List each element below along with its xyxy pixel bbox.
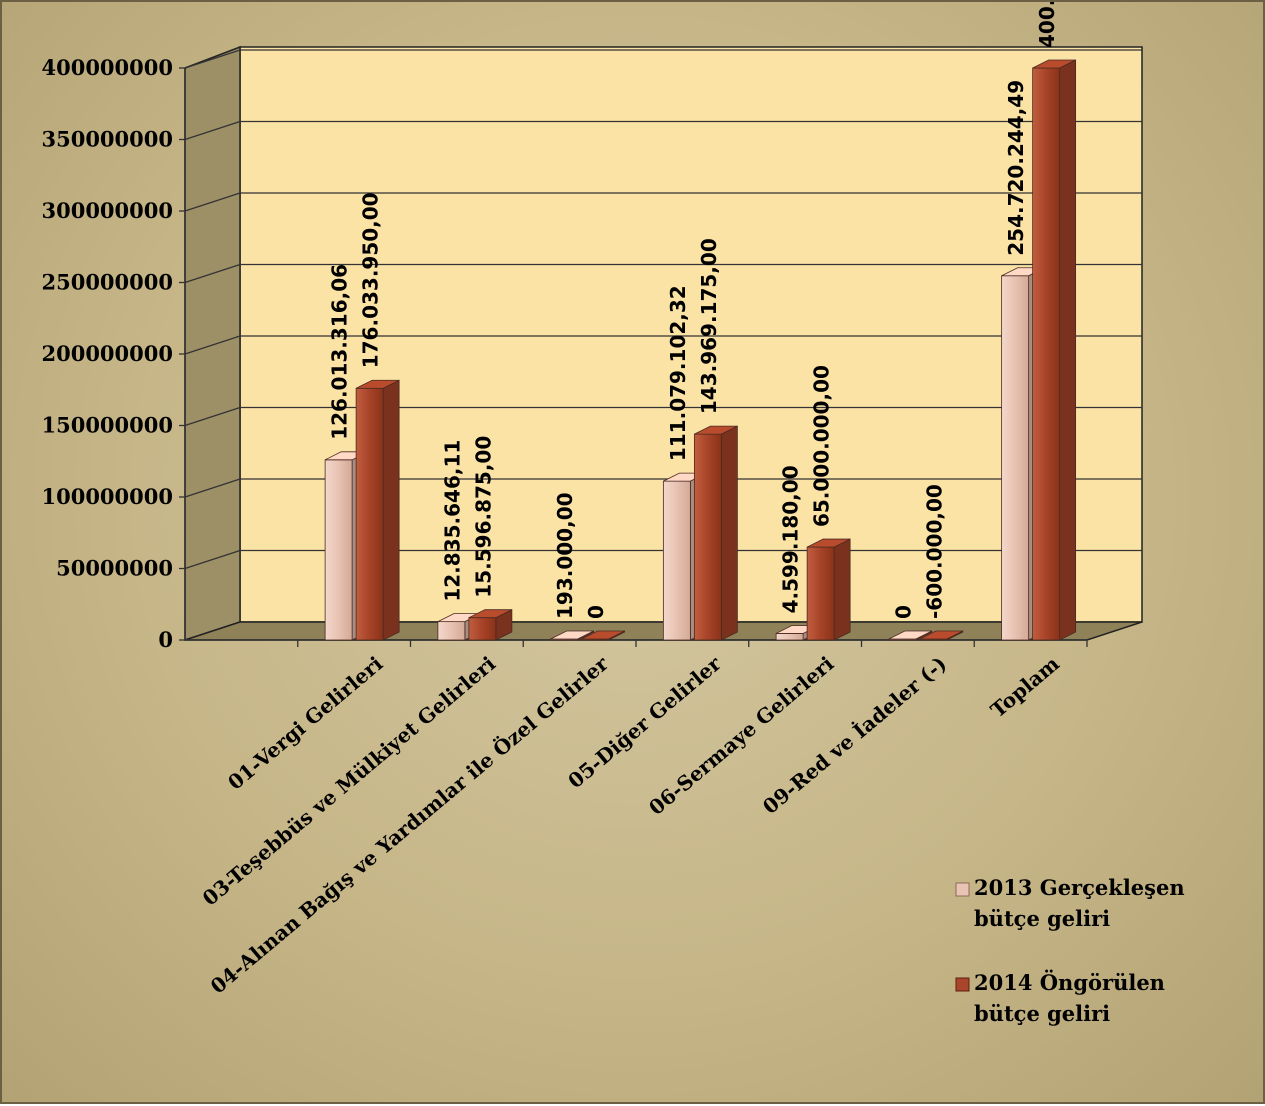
x-category-label: 04-Alınan Bağış ve Yardımlar ile Özel Ge… — [205, 650, 613, 998]
gridline-side — [184, 120, 241, 141]
legend-swatch-2013 — [955, 882, 970, 897]
legend-2014-line2: bütçe geliri — [974, 1001, 1110, 1026]
bar-2014-1 — [355, 379, 400, 641]
data-labels: 126.013.316,06 176.033.950,00 12.835.646,1… — [328, 0, 1060, 619]
bar-2014-5 — [806, 538, 851, 641]
bar-top — [694, 425, 738, 435]
gridline-side — [184, 549, 241, 570]
bar-top — [581, 630, 625, 640]
bar-top — [806, 538, 851, 548]
gridline-side — [184, 49, 241, 69]
y-tick-label: 250000000 — [41, 270, 173, 295]
data-label-2014-5: 65.000.000,00 — [810, 365, 834, 527]
data-label-2013-3: 193.000,00 — [553, 492, 577, 619]
bar-2014-7 — [1032, 59, 1077, 641]
bar-front — [775, 633, 804, 641]
data-label-2013-1: 126.013.316,06 — [328, 264, 352, 440]
legend-2013-line1: 2013 Gerçekleşen — [974, 875, 1185, 900]
data-label-2014-1: 176.033.950,00 — [359, 192, 383, 368]
gridline-side — [184, 192, 241, 212]
gridline-side — [184, 406, 241, 427]
bar-front — [662, 480, 691, 641]
x-category-label: 06-Sermaye Gelirleri — [644, 651, 838, 820]
bar-side — [382, 379, 400, 641]
bar-2013-3 — [550, 630, 595, 641]
data-label-2013-5: 4.599.180,00 — [779, 465, 803, 613]
y-axis: 0 50000000 100000000 150000000 200000000 2500… — [41, 55, 1088, 652]
bar-side — [833, 538, 851, 641]
legend-2014-line1: 2014 Öngörülen — [974, 970, 1165, 995]
y-tick-label: 300000000 — [41, 198, 173, 223]
data-label-2014-6: -600.000,00 — [922, 484, 946, 619]
bar-top — [1032, 59, 1076, 69]
x-category-label: 09-Red ve İadeler (-) — [758, 651, 951, 818]
data-label-2014-4: 143.969.175,00 — [697, 238, 721, 414]
bar-front — [324, 459, 353, 641]
data-label-2013-6: 0 — [891, 605, 915, 619]
data-label-2014-3: 0 — [584, 605, 608, 619]
bar-front — [693, 433, 722, 641]
y-tick-label: 350000000 — [41, 127, 173, 152]
bar-top — [550, 630, 594, 640]
bar-2014-2 — [468, 609, 513, 641]
legend: 2013 Gerçekleşen bütçe geliri 2014 Öngör… — [955, 875, 1185, 1026]
data-label-2013-2: 12.835.646,11 — [440, 440, 464, 602]
data-label-2014-2: 15.596.875,00 — [471, 436, 495, 598]
bar-front — [806, 546, 835, 641]
legend-2013-line2: bütçe geliri — [974, 906, 1110, 931]
bar-2014-3 — [581, 630, 626, 641]
plot-side-wall — [184, 45, 241, 642]
y-tick-label: 100000000 — [41, 484, 173, 509]
bar-top — [468, 609, 513, 619]
y-tick-label: 400000000 — [41, 55, 173, 80]
bar-2013-6 — [888, 630, 933, 641]
data-label-2013-7: 254.720.244,49 — [1004, 80, 1028, 256]
bar-2014-6 — [919, 630, 964, 641]
bar-top — [355, 379, 400, 389]
bar-top — [919, 630, 964, 640]
bar-top — [888, 630, 933, 640]
data-label-2013-4: 111.079.102,32 — [666, 285, 690, 461]
gridline-side — [184, 335, 241, 355]
bar-side — [720, 425, 738, 641]
gridline-side — [184, 263, 241, 284]
bar-side — [1059, 59, 1077, 641]
bar-2014-4 — [693, 425, 738, 641]
bar-front — [1001, 275, 1030, 641]
data-label-2014-7: 400.000.000,00 — [1035, 2, 1059, 48]
y-tick-label: 0 — [158, 627, 173, 652]
gridline-side — [184, 478, 241, 498]
bar-front — [437, 621, 466, 641]
y-tick-label: 50000000 — [56, 556, 173, 581]
bar-front — [1032, 67, 1061, 641]
legend-swatch-2014 — [955, 977, 970, 992]
y-tick-label: 150000000 — [41, 413, 173, 438]
bar-front — [468, 617, 497, 641]
x-category-label: Toplam — [986, 651, 1064, 722]
bars — [324, 59, 1077, 641]
y-tick-label: 200000000 — [41, 341, 173, 366]
bar-front — [355, 387, 384, 641]
